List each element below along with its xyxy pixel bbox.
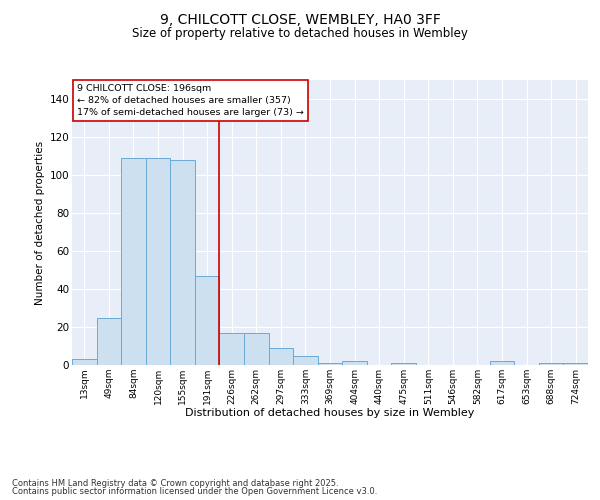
Bar — [391, 363, 416, 365]
Bar — [244, 332, 269, 365]
Text: 9 CHILCOTT CLOSE: 196sqm
← 82% of detached houses are smaller (357)
17% of semi-: 9 CHILCOTT CLOSE: 196sqm ← 82% of detach… — [77, 84, 304, 117]
Bar — [269, 348, 293, 365]
Bar — [121, 158, 146, 365]
Y-axis label: Number of detached properties: Number of detached properties — [35, 140, 46, 304]
Text: Size of property relative to detached houses in Wembley: Size of property relative to detached ho… — [132, 28, 468, 40]
Bar — [72, 360, 97, 365]
Bar — [490, 361, 514, 365]
Bar — [146, 158, 170, 365]
Bar — [318, 363, 342, 365]
Bar — [539, 363, 563, 365]
X-axis label: Distribution of detached houses by size in Wembley: Distribution of detached houses by size … — [185, 408, 475, 418]
Bar — [170, 160, 195, 365]
Text: Contains HM Land Registry data © Crown copyright and database right 2025.: Contains HM Land Registry data © Crown c… — [12, 478, 338, 488]
Text: 9, CHILCOTT CLOSE, WEMBLEY, HA0 3FF: 9, CHILCOTT CLOSE, WEMBLEY, HA0 3FF — [160, 12, 440, 26]
Bar — [293, 356, 318, 365]
Bar — [97, 318, 121, 365]
Bar — [220, 332, 244, 365]
Bar — [563, 363, 588, 365]
Bar — [342, 361, 367, 365]
Text: Contains public sector information licensed under the Open Government Licence v3: Contains public sector information licen… — [12, 487, 377, 496]
Bar — [195, 276, 220, 365]
